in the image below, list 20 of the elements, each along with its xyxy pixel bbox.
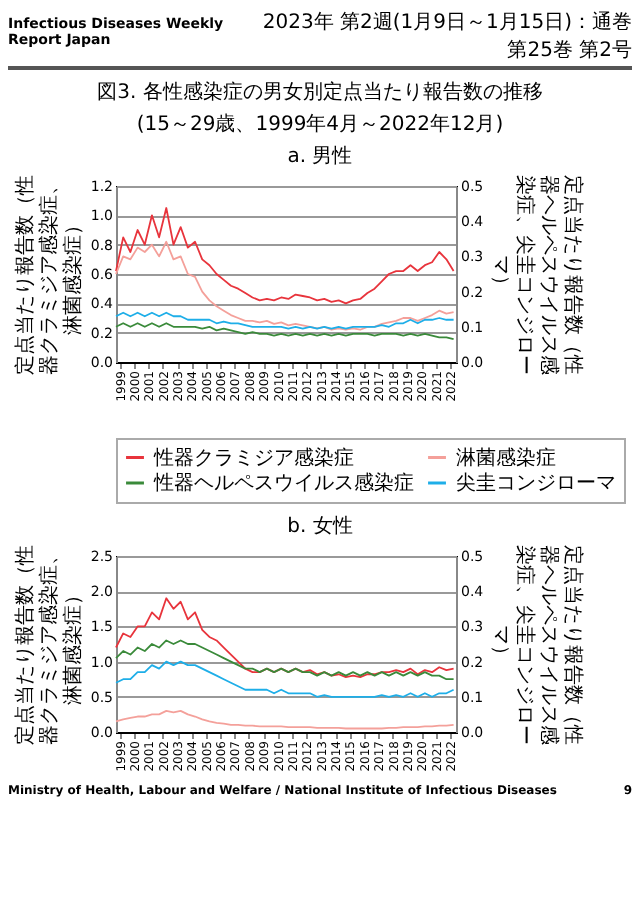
legend-label: 性器ヘルペスウイルス感染症 (152, 471, 414, 495)
y-axis-title: 定点当たり報告数（性器クラミジア感染症、淋菌感染症） (12, 175, 85, 375)
y2-axis-title: 定点当たり報告数（性器ヘルペスウイルス感染症、尖圭コンジローマ） (489, 175, 586, 375)
y-axis-title: 定点当たり報告数（性器クラミジア感染症、淋菌感染症） (12, 545, 85, 745)
chart-subtitle: (15～29歳、1999年4月～2022年12月) (134, 111, 506, 138)
text: 2023年 第2週(1月9日～1月15日)：通巻第25巻 第2号 (260, 9, 632, 64)
line-series (115, 207, 455, 305)
chart-title: 図3. 各性感染症の男女別定点当たり報告数の推移 (95, 79, 545, 106)
line-series (115, 240, 455, 331)
y2-axis-title: 定点当たり報告数（性器ヘルペスウイルス感染症、尖圭コンジローマ） (489, 545, 586, 745)
legend-label: 性器クラミジア感染症 (152, 445, 354, 470)
line-series (115, 311, 455, 330)
text: a. 男性 (285, 143, 355, 170)
line-series (115, 709, 455, 730)
line-series (115, 639, 455, 681)
line-series (115, 322, 455, 341)
legend-label: 淋菌感染症 (456, 445, 556, 470)
chart-title: b. 女性 (285, 513, 355, 540)
legend-label: 尖圭コンジローマ (456, 471, 616, 495)
line-series (115, 660, 455, 698)
